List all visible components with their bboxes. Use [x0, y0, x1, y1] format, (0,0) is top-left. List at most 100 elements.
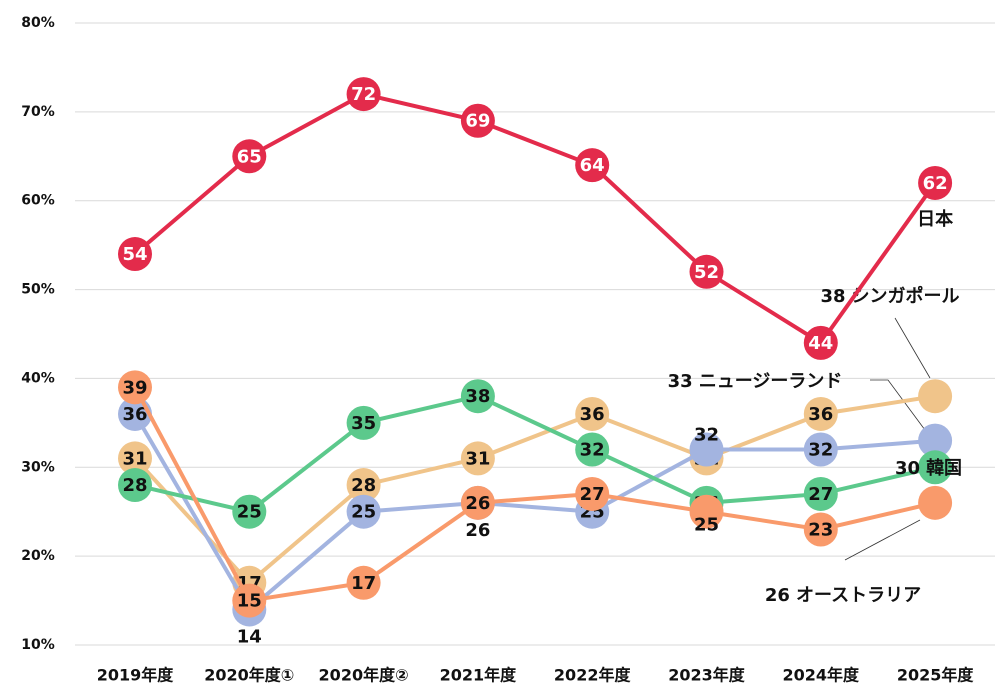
point	[575, 396, 610, 431]
point	[460, 103, 495, 138]
value-label: 30	[895, 458, 920, 479]
point	[803, 476, 838, 511]
point	[689, 432, 724, 467]
end-label: 30 韓国	[895, 457, 962, 479]
value-label: 64	[580, 155, 605, 176]
x-tick-label: 2020年度②	[319, 666, 409, 685]
point	[232, 139, 267, 174]
point	[918, 379, 953, 414]
value-label: 38	[465, 386, 490, 407]
point	[689, 254, 724, 289]
y-tick-label: 30%	[21, 459, 55, 475]
value-label: 17	[351, 573, 376, 594]
value-label: 54	[122, 244, 147, 265]
value-label: 72	[351, 84, 376, 105]
point	[346, 565, 381, 600]
value-label: 44	[808, 333, 833, 354]
series-line	[133, 386, 936, 603]
end-label: 33 ニュージーランド	[668, 371, 843, 392]
point	[460, 379, 495, 414]
value-label: 25	[237, 502, 262, 523]
value-label: 15	[237, 591, 262, 612]
x-tick-label: 2019年度	[97, 666, 175, 685]
series-line	[133, 91, 937, 346]
leader-line	[870, 379, 926, 431]
value-label: 52	[694, 262, 719, 283]
point	[460, 485, 495, 520]
value-label: 27	[580, 484, 605, 505]
value-label: 25	[694, 515, 719, 536]
value-label: 31	[122, 448, 147, 469]
series-name: 日本	[917, 208, 953, 230]
point	[918, 165, 953, 200]
value-label: 26	[765, 585, 790, 606]
point	[346, 494, 381, 529]
series-name: オーストラリア	[796, 585, 921, 606]
value-label: 28	[122, 475, 147, 496]
point	[918, 485, 953, 520]
point	[346, 77, 381, 112]
value-label: 26	[465, 493, 490, 514]
point	[118, 370, 152, 405]
point	[803, 325, 838, 360]
point	[803, 432, 838, 467]
point	[918, 423, 953, 458]
y-tick-label: 70%	[21, 104, 55, 120]
series-line	[133, 412, 936, 613]
series-name: シンガポール	[852, 285, 960, 307]
series-name: 韓国	[926, 457, 962, 479]
point	[575, 476, 610, 511]
end-label: 38 シンガポール	[820, 285, 959, 307]
point	[232, 583, 267, 618]
value-label: 39	[122, 377, 147, 398]
point	[803, 396, 838, 431]
value-label: 38	[820, 286, 845, 307]
x-tick-label: 2023年度	[668, 666, 746, 685]
value-label: 36	[808, 404, 833, 425]
point	[918, 450, 953, 485]
point	[460, 441, 495, 476]
leader-line	[844, 519, 921, 561]
value-label: 33	[668, 371, 693, 392]
leader-line	[894, 317, 931, 379]
series-line	[133, 394, 936, 586]
value-label: 32	[694, 425, 719, 446]
series-name: ニュージーランド	[699, 371, 843, 392]
x-tick-label: 2025年度	[897, 666, 975, 685]
x-tick-label: 2020年度①	[204, 666, 294, 685]
point	[118, 237, 152, 272]
value-label: 25	[351, 502, 376, 523]
x-tick-label: 2021年度	[440, 666, 518, 685]
y-tick-label: 40%	[21, 370, 55, 386]
point	[118, 468, 152, 503]
point	[346, 468, 381, 503]
y-tick-label: 20%	[21, 548, 55, 564]
point	[575, 148, 610, 183]
y-tick-label: 10%	[21, 637, 55, 653]
point	[232, 494, 267, 529]
value-label: 26	[465, 520, 490, 541]
value-label: 23	[808, 519, 833, 540]
value-label: 14	[237, 626, 262, 647]
point	[575, 432, 610, 467]
value-label: 28	[351, 475, 376, 496]
point	[689, 494, 724, 529]
point	[803, 512, 838, 547]
point	[118, 441, 152, 476]
value-label: 36	[580, 404, 605, 425]
value-label: 32	[808, 440, 833, 461]
series-line	[134, 394, 936, 514]
value-label: 69	[465, 111, 490, 132]
value-label: 65	[237, 146, 262, 167]
x-tick-label: 2024年度	[783, 666, 861, 685]
y-tick-label: 50%	[21, 282, 55, 298]
y-tick-label: 60%	[21, 193, 55, 209]
value-label: 27	[808, 484, 833, 505]
point	[346, 405, 381, 440]
end-label: 26 オーストラリア	[765, 585, 921, 606]
value-label: 31	[465, 448, 490, 469]
x-tick-label: 2022年度	[554, 666, 632, 685]
value-label: 62	[923, 173, 948, 194]
value-label: 35	[351, 413, 376, 434]
